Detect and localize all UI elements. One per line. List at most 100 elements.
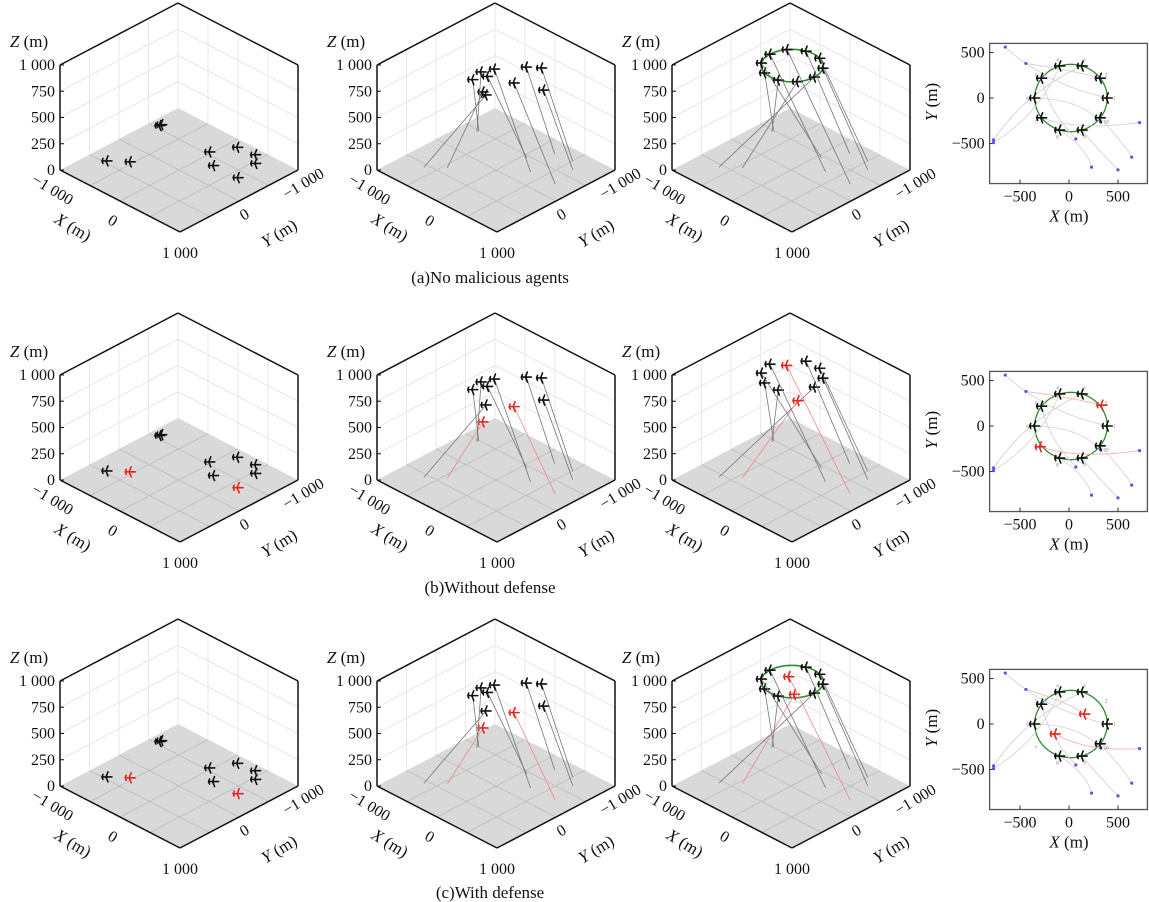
y-tick-label: 500 [961, 45, 985, 62]
panel-caption: (c)With defense [436, 883, 544, 902]
x-axis-line [671, 169, 793, 233]
y-tick-label: −500 [952, 136, 985, 153]
agent-marker-2d [1094, 439, 1107, 452]
agent-trajectory [494, 68, 531, 172]
agent-marker-2d [1035, 698, 1048, 711]
agent-id-label: 9 [1083, 761, 1086, 766]
agent-id-label: 4 [1056, 59, 1059, 64]
agent-marker [124, 156, 136, 168]
floor-grid-line [761, 464, 881, 527]
agent-marker [101, 771, 113, 783]
box-edge [789, 2, 911, 66]
agent-id-label: 10 [1104, 449, 1110, 454]
y-tick-label: 0 [849, 822, 865, 841]
box-edge [789, 312, 911, 376]
malicious-agent-marker-2d [1049, 728, 1062, 740]
agent-trajectory [472, 695, 480, 747]
agent-trajectory [769, 363, 826, 483]
wall-grid-line [789, 55, 911, 118]
box-edge [59, 2, 179, 66]
agent-marker [488, 63, 501, 75]
wall-grid-line [376, 365, 496, 428]
plot-area-2d [988, 668, 1149, 811]
x-tick-label: −500 [1003, 189, 1036, 206]
panel-caption: (a)No malicious agents [411, 268, 569, 287]
agent-marker [535, 62, 548, 74]
wall-grid-line [671, 28, 791, 92]
floor-grid-line [89, 464, 210, 527]
wall-grid-line [59, 338, 179, 402]
axis-unit: (m) [336, 32, 365, 51]
x-tick-label: 0 [717, 828, 733, 847]
start-point [991, 468, 996, 473]
axis-variable: X [1048, 535, 1060, 554]
wall-grid-line [59, 28, 179, 92]
y-axis-line [791, 785, 911, 849]
agent-trajectory [472, 79, 480, 131]
x-axis-line [59, 479, 181, 543]
agent-marker [475, 66, 487, 78]
agent-marker-2d [1053, 452, 1066, 464]
agent-marker-2d [1053, 686, 1066, 698]
agent-marker-2d [1035, 400, 1048, 413]
z-tick-label: 1 000 [19, 57, 55, 74]
z-axis-label: Z (m) [327, 32, 365, 51]
agent-marker-2d [1101, 420, 1114, 432]
z-tick-label: 0 [659, 162, 667, 179]
box-edge [671, 312, 791, 376]
wall-grid-line [177, 28, 299, 92]
x-axis-label: X (m) [662, 519, 706, 556]
agent-marker [480, 705, 492, 717]
y-axis-label: Y (m) [575, 525, 618, 561]
floor-grid-line [89, 770, 210, 833]
start-point [1130, 781, 1134, 785]
axis-variable: Z [10, 342, 20, 361]
axis-variable: Z [10, 32, 20, 51]
wall-grid-line [59, 55, 179, 118]
malicious-agent-marker [792, 394, 804, 407]
agent-marker [535, 678, 548, 690]
y-axis-label: Y (m) [575, 215, 618, 251]
wall-grid-line [671, 365, 791, 428]
agent-id-label: 3 [1083, 59, 1086, 64]
agent-marker [791, 75, 804, 88]
z-tick-label: 1 000 [631, 57, 667, 74]
axis-variable: Z [622, 648, 632, 667]
agent-id-label: 7 [1035, 121, 1038, 126]
wall-grid-line [789, 391, 911, 455]
wall-grid-line [494, 81, 616, 145]
agent-trajectory-2d [993, 393, 1061, 471]
agent-trajectory [764, 688, 775, 748]
malicious-agent-marker-2d [1095, 399, 1108, 412]
x-tick-label: 1 000 [162, 861, 198, 878]
agent-marker [800, 355, 812, 367]
y-tick-label: −500 [952, 464, 985, 481]
x-axis-label: X (m) [50, 209, 94, 246]
agent-trajectory [525, 376, 556, 464]
z-tick-label: 250 [31, 136, 55, 153]
wall-grid-line [177, 671, 299, 734]
x-tick-label: 0 [422, 522, 438, 541]
malicious-agent-marker [780, 359, 793, 372]
z-tick-label: 500 [348, 726, 372, 743]
box-edge [494, 2, 616, 66]
z-tick-label: 500 [31, 110, 55, 127]
z-tick-label: 750 [348, 83, 372, 100]
agent-id-label: 3 [1083, 685, 1086, 690]
agent-trajectory [819, 368, 868, 472]
x-tick-label: 1 000 [774, 861, 810, 878]
axis-unit: (m) [631, 648, 660, 667]
y-tick-label: −500 [952, 762, 985, 779]
axis-unit: (m) [631, 32, 660, 51]
agent-marker [817, 372, 829, 384]
wall-grid-line [671, 644, 791, 708]
start-point [1074, 137, 1078, 141]
floor-grid-line [89, 154, 210, 217]
z-tick-label: 0 [659, 778, 667, 795]
x-tick-label: −500 [1003, 815, 1036, 832]
x-axis-label: X (m) [367, 209, 411, 246]
z-tick-label: 250 [31, 752, 55, 769]
floor-grid-line [466, 154, 586, 217]
wall-grid-line [671, 671, 791, 734]
x-axis-label: X (m) [367, 519, 411, 556]
